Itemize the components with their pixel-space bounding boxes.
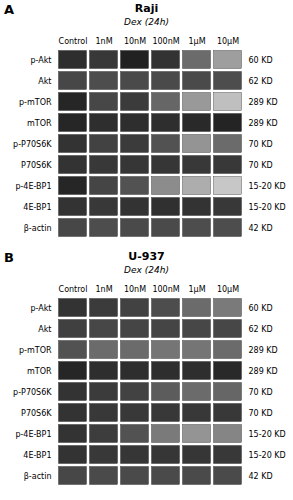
svg-text:10nM: 10nM xyxy=(124,285,146,294)
svg-text:β-actin: β-actin xyxy=(24,224,52,233)
svg-text:p-P70S6K: p-P70S6K xyxy=(13,388,52,397)
svg-text:289 KD: 289 KD xyxy=(249,119,278,128)
svg-text:p-mTOR: p-mTOR xyxy=(19,346,52,355)
svg-text:15-20 KD: 15-20 KD xyxy=(249,182,286,191)
svg-text:289 KD: 289 KD xyxy=(249,367,278,376)
svg-text:4E-BP1: 4E-BP1 xyxy=(23,451,51,460)
svg-text:Control: Control xyxy=(59,285,88,294)
svg-text:289 KD: 289 KD xyxy=(249,98,278,107)
svg-text:p-P70S6K: p-P70S6K xyxy=(13,140,52,149)
svg-text:p-mTOR: p-mTOR xyxy=(19,98,52,107)
svg-text:62 KD: 62 KD xyxy=(249,325,273,334)
svg-text:60 KD: 60 KD xyxy=(249,56,273,65)
svg-text:289 KD: 289 KD xyxy=(249,346,278,355)
svg-text:62 KD: 62 KD xyxy=(249,77,273,86)
html-text:Raji: Raji xyxy=(134,2,159,15)
svg-text:100nM: 100nM xyxy=(152,285,179,294)
svg-text:10μM: 10μM xyxy=(217,285,239,294)
svg-text:P70S6K: P70S6K xyxy=(21,161,52,170)
html-text:A: A xyxy=(4,2,15,17)
svg-text:Control: Control xyxy=(59,37,88,46)
svg-text:p-Akt: p-Akt xyxy=(30,56,51,65)
svg-text:1μM: 1μM xyxy=(188,37,205,46)
svg-text:15-20 KD: 15-20 KD xyxy=(249,430,286,439)
html-text:Dex (24h): Dex (24h) xyxy=(124,17,169,27)
svg-text:70 KD: 70 KD xyxy=(249,161,273,170)
svg-text:1nM: 1nM xyxy=(95,285,112,294)
svg-text:mTOR: mTOR xyxy=(27,119,52,128)
svg-text:P70S6K: P70S6K xyxy=(21,409,52,418)
svg-text:p-Akt: p-Akt xyxy=(30,304,51,313)
svg-text:42 KD: 42 KD xyxy=(249,472,273,481)
svg-text:100nM: 100nM xyxy=(152,37,179,46)
svg-text:β-actin: β-actin xyxy=(24,472,52,481)
svg-text:1μM: 1μM xyxy=(188,285,205,294)
svg-text:1nM: 1nM xyxy=(95,37,112,46)
svg-text:60 KD: 60 KD xyxy=(249,304,273,313)
svg-text:4E-BP1: 4E-BP1 xyxy=(23,203,51,212)
svg-text:p-4E-BP1: p-4E-BP1 xyxy=(15,430,51,439)
svg-text:70 KD: 70 KD xyxy=(249,409,273,418)
svg-text:Akt: Akt xyxy=(38,325,51,334)
svg-text:mTOR: mTOR xyxy=(27,367,52,376)
svg-text:15-20 KD: 15-20 KD xyxy=(249,203,286,212)
svg-text:Akt: Akt xyxy=(38,77,51,86)
svg-text:p-4E-BP1: p-4E-BP1 xyxy=(15,182,51,191)
svg-text:10nM: 10nM xyxy=(124,37,146,46)
svg-text:10μM: 10μM xyxy=(217,37,239,46)
html-text:U-937: U-937 xyxy=(128,250,165,263)
svg-text:15-20 KD: 15-20 KD xyxy=(249,451,286,460)
svg-text:42 KD: 42 KD xyxy=(249,224,273,233)
svg-text:70 KD: 70 KD xyxy=(249,140,273,149)
html-text:B: B xyxy=(4,250,14,265)
svg-text:70 KD: 70 KD xyxy=(249,388,273,397)
html-text:Dex (24h): Dex (24h) xyxy=(124,265,169,275)
